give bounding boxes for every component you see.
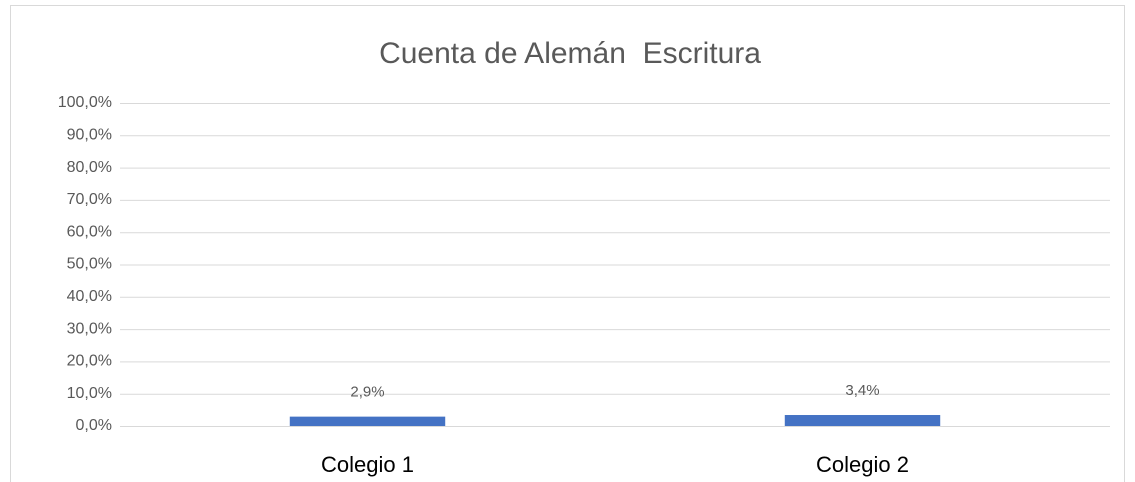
x-tick-label: Colegio 2	[816, 452, 909, 477]
y-tick-label: 40,0%	[67, 288, 112, 305]
chart-frame	[10, 5, 1125, 482]
y-tick-label: 30,0%	[67, 320, 112, 337]
y-tick-label: 20,0%	[67, 353, 112, 370]
chart-title: Cuenta de Alemán Escritura	[379, 37, 761, 70]
data-label: 2,9%	[350, 384, 384, 401]
data-label: 3,4%	[845, 382, 879, 399]
y-tick-label: 100,0%	[58, 94, 112, 111]
y-tick-label: 90,0%	[67, 127, 112, 144]
y-tick-label: 70,0%	[67, 191, 112, 208]
y-tick-label: 10,0%	[67, 385, 112, 402]
x-tick-label: Colegio 1	[321, 452, 414, 477]
bar	[784, 415, 941, 426]
y-tick-label: 60,0%	[67, 223, 112, 240]
y-tick-label: 80,0%	[67, 159, 112, 176]
bar	[289, 416, 446, 426]
y-tick-label: 50,0%	[67, 256, 112, 273]
y-tick-label: 0,0%	[76, 417, 112, 434]
